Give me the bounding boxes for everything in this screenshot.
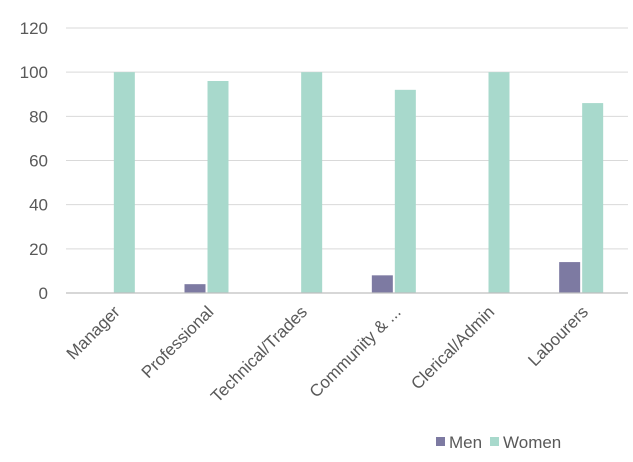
x-tick-label: Manager [63,302,124,363]
legend-label-men: Men [449,433,482,452]
bar-men-5 [559,262,581,293]
legend: Men Women [436,433,561,452]
x-tick-label: Professional [138,302,218,382]
x-tick-label: Labourers [524,302,592,370]
bar-women-2 [301,72,323,294]
y-tick-label: 120 [20,19,48,38]
y-tick-label: 0 [39,284,48,303]
bars [113,72,604,294]
x-tick-label: Clerical/Admin [407,302,498,393]
bar-women-0 [113,72,135,294]
legend-swatch-women [490,437,499,446]
bar-men-3 [371,275,393,293]
legend-swatch-men [436,437,445,446]
y-axis-tick-labels: 0 20 40 60 80 100 120 [20,19,48,303]
gridlines [66,27,628,250]
bar-women-3 [394,89,416,293]
x-tick-label: Community & ... [306,302,405,401]
y-tick-label: 60 [29,152,48,171]
y-tick-label: 20 [29,240,48,259]
bar-women-5 [582,103,604,293]
y-tick-label: 80 [29,107,48,126]
y-tick-label: 40 [29,196,48,215]
bar-men-1 [184,284,206,293]
x-axis-tick-labels: Manager ProfessionalTechnical/TradesCommu… [63,302,592,406]
bar-women-1 [207,81,229,293]
legend-label-women: Women [503,433,561,452]
y-tick-label: 100 [20,63,48,82]
bar-women-4 [488,72,510,294]
x-tick-label: Technical/Trades [207,302,311,406]
